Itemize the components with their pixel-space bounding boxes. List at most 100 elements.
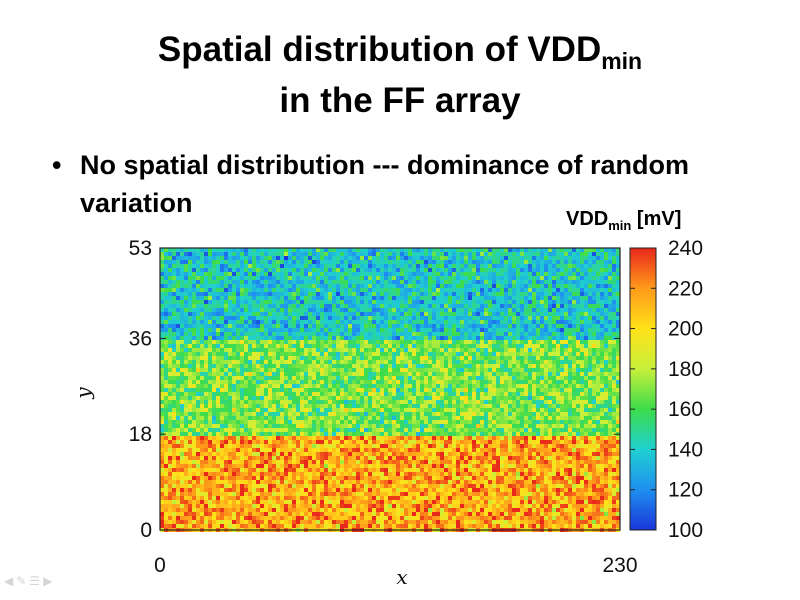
heatmap-cell: [348, 328, 352, 332]
heatmap-cell: [536, 316, 540, 320]
heatmap-cell: [524, 316, 528, 320]
heatmap-cell: [512, 268, 516, 272]
heatmap-cell: [252, 380, 256, 384]
heatmap-cell: [560, 328, 564, 332]
heatmap-cell: [264, 412, 268, 416]
heatmap-cell: [264, 388, 268, 392]
heatmap-cell: [212, 396, 216, 400]
heatmap-cell: [596, 256, 600, 260]
heatmap-cell: [216, 304, 220, 308]
heatmap-cell: [340, 396, 344, 400]
heatmap-cell: [548, 364, 552, 368]
heatmap-cell: [344, 304, 348, 308]
heatmap-cell: [272, 324, 276, 328]
heatmap-cell: [428, 252, 432, 256]
heatmap-cell: [372, 412, 376, 416]
heatmap-cell: [324, 272, 328, 276]
heatmap-cell: [424, 348, 428, 352]
heatmap-cell: [612, 268, 616, 272]
heatmap-cell: [272, 384, 276, 388]
heatmap-cell: [376, 324, 380, 328]
heatmap-cell: [480, 292, 484, 296]
heatmap-cell: [232, 296, 236, 300]
heatmap-cell: [572, 320, 576, 324]
heatmap-cell: [260, 308, 264, 312]
heatmap-cell: [596, 288, 600, 292]
heatmap-cell: [348, 260, 352, 264]
heatmap-cell: [424, 400, 428, 404]
heatmap-cell: [564, 376, 568, 380]
heatmap-cell: [612, 312, 616, 316]
heatmap-cell: [268, 316, 272, 320]
heatmap-cell: [600, 316, 604, 320]
heatmap-cell: [372, 264, 376, 268]
heatmap-cell: [488, 288, 492, 292]
heatmap-cell: [404, 368, 408, 372]
heatmap-cell: [352, 344, 356, 348]
heatmap-cell: [508, 400, 512, 404]
heatmap-cell: [416, 312, 420, 316]
heatmap-cell: [452, 312, 456, 316]
heatmap-cell: [552, 320, 556, 324]
heatmap-cell: [580, 400, 584, 404]
heatmap-cell: [268, 340, 272, 344]
heatmap-cell: [596, 316, 600, 320]
heatmap-cell: [540, 396, 544, 400]
heatmap-cell: [264, 344, 268, 348]
heatmap-cell: [400, 368, 404, 372]
heatmap-cell: [192, 420, 196, 424]
heatmap-cell: [608, 344, 612, 348]
heatmap-cell: [452, 348, 456, 352]
heatmap-cell: [432, 352, 436, 356]
heatmap-cell: [208, 304, 212, 308]
heatmap-cell: [404, 384, 408, 388]
heatmap-cell: [608, 292, 612, 296]
heatmap-cell: [300, 276, 304, 280]
heatmap-cell: [392, 384, 396, 388]
heatmap-cell: [276, 308, 280, 312]
heatmap-cell: [292, 252, 296, 256]
heatmap-cell: [440, 328, 444, 332]
heatmap-cell: [364, 332, 368, 336]
heatmap-cell: [256, 388, 260, 392]
heatmap-cell: [288, 384, 292, 388]
heatmap-cell: [276, 360, 280, 364]
heatmap-cell: [252, 328, 256, 332]
heatmap-cell: [588, 368, 592, 372]
heatmap-cell: [460, 248, 464, 252]
heatmap-cell: [524, 248, 528, 252]
title-main-text: Spatial distribution of VDD: [157, 30, 602, 69]
heatmap-cell: [192, 316, 196, 320]
heatmap-cell: [196, 280, 200, 284]
heatmap-cell: [388, 392, 392, 396]
heatmap-cell: [388, 348, 392, 352]
heatmap-cell: [248, 264, 252, 268]
heatmap-cell: [284, 284, 288, 288]
heatmap-cell: [244, 404, 248, 408]
heatmap-cell: [328, 280, 332, 284]
heatmap-cell: [248, 300, 252, 304]
heatmap-cell: [524, 280, 528, 284]
heatmap-cell: [404, 308, 408, 312]
heatmap-cell: [384, 284, 388, 288]
heatmap-cell: [516, 256, 520, 260]
heatmap-cell: [560, 252, 564, 256]
heatmap-cell: [492, 264, 496, 268]
heatmap-cell: [340, 348, 344, 352]
heatmap-cell: [512, 396, 516, 400]
heatmap-cell: [248, 280, 252, 284]
heatmap-cell: [324, 380, 328, 384]
heatmap-cell: [592, 388, 596, 392]
heatmap-cell: [164, 268, 168, 272]
heatmap-cell: [300, 404, 304, 408]
heatmap-cell: [528, 256, 532, 260]
heatmap-cell: [432, 256, 436, 260]
heatmap-cell: [304, 312, 308, 316]
heatmap-cell: [164, 248, 168, 252]
heatmap-cell: [188, 344, 192, 348]
heatmap-cell: [220, 408, 224, 412]
heatmap-cell: [452, 260, 456, 264]
heatmap-cell: [208, 376, 212, 380]
heatmap-cell: [268, 348, 272, 352]
heatmap-cell: [200, 316, 204, 320]
